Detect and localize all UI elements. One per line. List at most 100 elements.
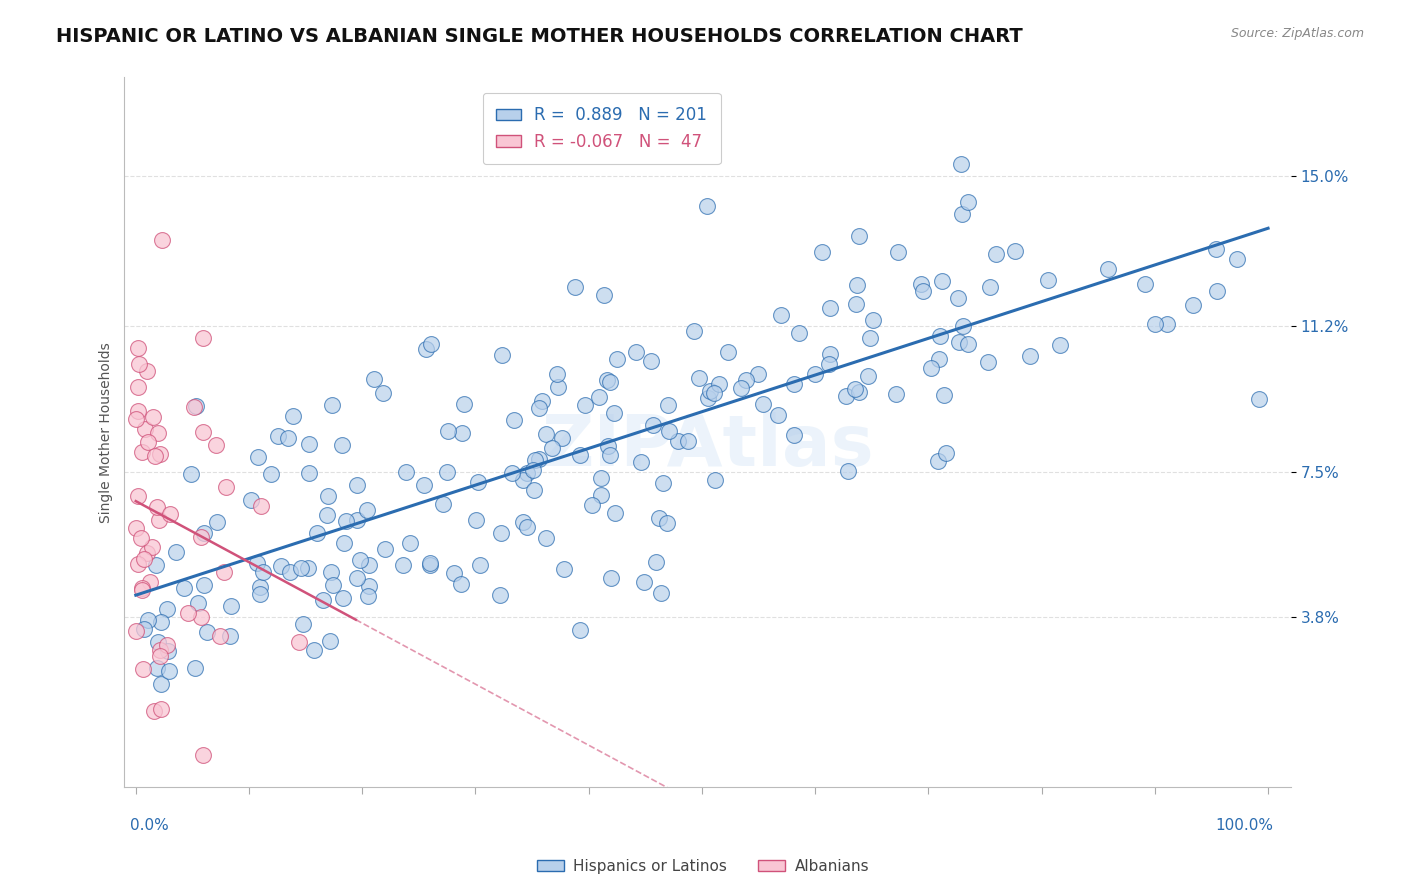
Point	[451, 426, 474, 441]
Point	[516, 466, 538, 480]
Point	[187, 596, 209, 610]
Point	[735, 373, 758, 387]
Point	[523, 453, 546, 467]
Point	[298, 466, 321, 480]
Point	[450, 577, 472, 591]
Point	[143, 449, 166, 463]
Point	[979, 279, 1001, 293]
Point	[195, 625, 218, 640]
Point	[512, 516, 534, 530]
Point	[1133, 277, 1156, 291]
Point	[529, 401, 551, 416]
Point	[910, 277, 932, 292]
Point	[149, 648, 172, 663]
Point	[357, 589, 380, 603]
Point	[297, 560, 319, 574]
Point	[512, 473, 534, 487]
Point	[730, 381, 752, 395]
Point	[302, 643, 325, 657]
Point	[1156, 317, 1178, 331]
Point	[139, 575, 162, 590]
Text: 100.0%: 100.0%	[1216, 818, 1274, 833]
Point	[205, 515, 228, 529]
Point	[696, 199, 718, 213]
Point	[281, 409, 304, 423]
Point	[159, 664, 181, 678]
Point	[165, 545, 187, 559]
Point	[1181, 298, 1204, 312]
Point	[589, 487, 612, 501]
Point	[191, 331, 214, 345]
Point	[1205, 284, 1227, 298]
Point	[131, 583, 153, 598]
Point	[633, 575, 655, 590]
Point	[1247, 392, 1270, 406]
Point	[703, 386, 725, 401]
Point	[131, 581, 153, 595]
Point	[156, 638, 179, 652]
Point	[136, 363, 159, 377]
Point	[630, 455, 652, 469]
Point	[357, 558, 380, 573]
Point	[845, 297, 868, 311]
Point	[599, 375, 621, 389]
Point	[129, 531, 152, 545]
Point	[688, 370, 710, 384]
Point	[530, 394, 553, 409]
Point	[191, 425, 214, 440]
Point	[553, 562, 575, 576]
Point	[132, 622, 155, 636]
Point	[150, 676, 173, 690]
Point	[305, 525, 328, 540]
Point	[911, 284, 934, 298]
Point	[150, 233, 173, 247]
Point	[453, 397, 475, 411]
Point	[1036, 273, 1059, 287]
Legend: Hispanics or Latinos, Albanians: Hispanics or Latinos, Albanians	[530, 853, 876, 880]
Point	[1004, 244, 1026, 258]
Point	[145, 500, 167, 514]
Point	[250, 499, 273, 513]
Point	[142, 409, 165, 424]
Point	[956, 337, 979, 351]
Text: Source: ZipAtlas.com: Source: ZipAtlas.com	[1230, 27, 1364, 40]
Point	[127, 490, 149, 504]
Point	[128, 357, 150, 371]
Point	[143, 704, 166, 718]
Point	[650, 586, 672, 600]
Point	[676, 434, 699, 448]
Point	[787, 326, 810, 340]
Legend: R =  0.889   N = 201, R = -0.067   N =  47: R = 0.889 N = 201, R = -0.067 N = 47	[482, 93, 720, 164]
Point	[127, 404, 149, 418]
Point	[125, 412, 148, 426]
Point	[952, 319, 974, 334]
Point	[330, 438, 353, 452]
Point	[134, 422, 156, 436]
Point	[588, 390, 610, 404]
Point	[415, 343, 437, 357]
Point	[146, 425, 169, 440]
Point	[249, 580, 271, 594]
Point	[395, 465, 418, 479]
Point	[319, 634, 342, 648]
Point	[246, 450, 269, 464]
Point	[928, 351, 950, 366]
Point	[316, 508, 339, 522]
Point	[950, 157, 973, 171]
Point	[1097, 262, 1119, 277]
Point	[363, 372, 385, 386]
Point	[920, 360, 942, 375]
Point	[522, 463, 544, 477]
Point	[419, 557, 441, 571]
Text: ZIPAtlas: ZIPAtlas	[541, 412, 875, 481]
Point	[290, 561, 312, 575]
Point	[146, 661, 169, 675]
Point	[239, 492, 262, 507]
Point	[564, 280, 586, 294]
Point	[574, 398, 596, 412]
Point	[249, 587, 271, 601]
Point	[658, 424, 681, 438]
Point	[190, 610, 212, 624]
Point	[332, 591, 354, 605]
Point	[783, 376, 806, 391]
